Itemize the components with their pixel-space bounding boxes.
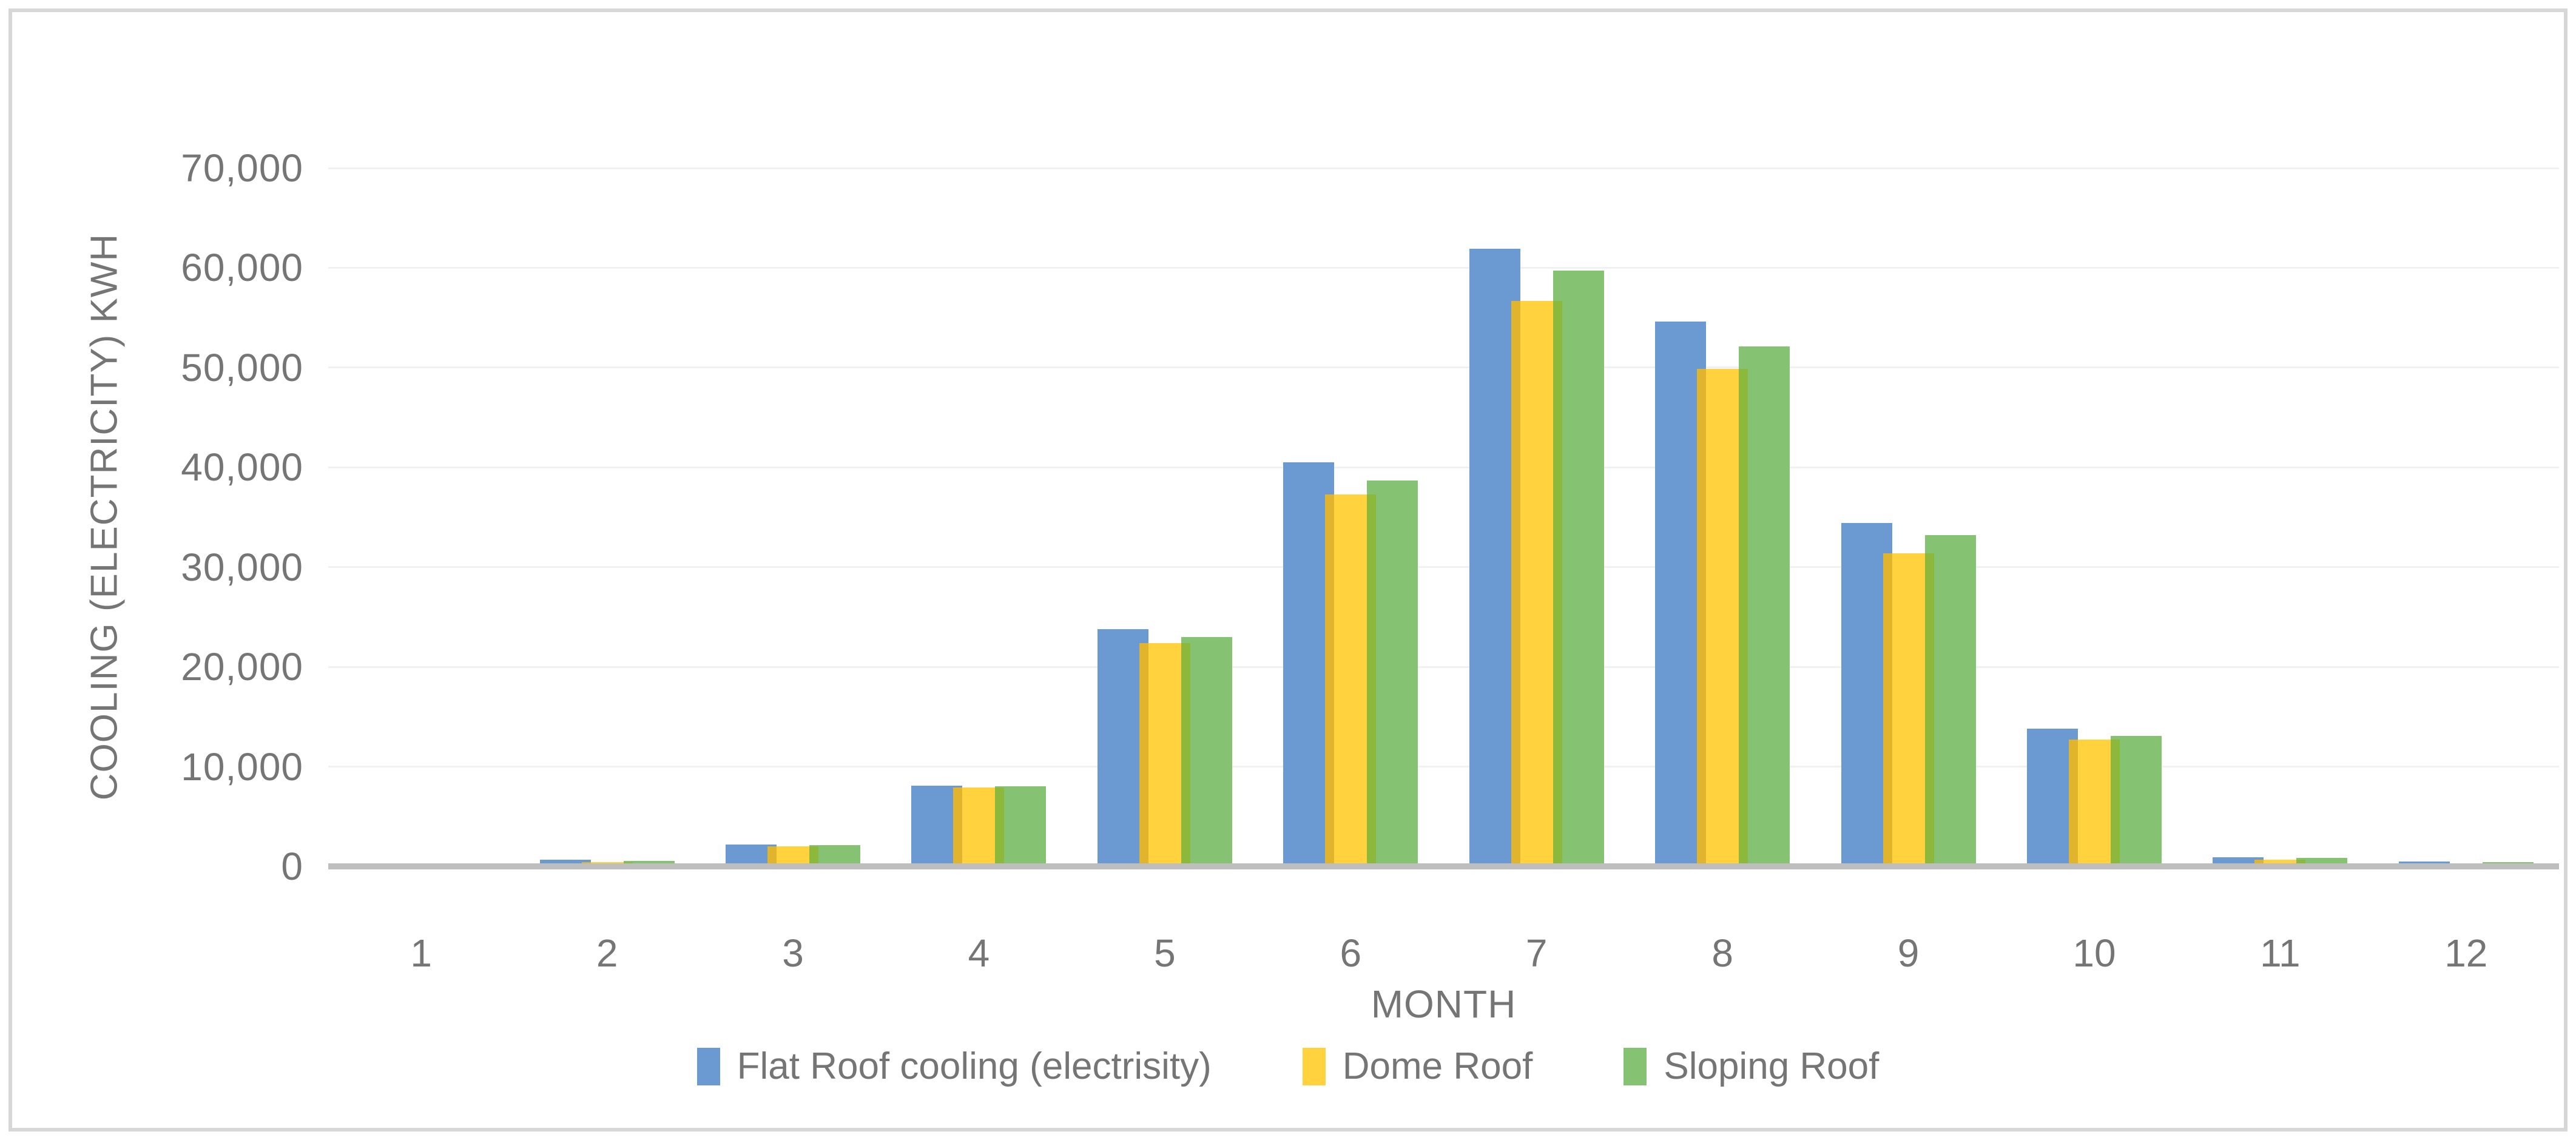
x-axis-line (328, 863, 2559, 869)
bar-overlap-edge (767, 846, 777, 866)
y-tick-label-20000: 20,000 (181, 645, 303, 689)
legend-marker-icon (696, 1047, 720, 1085)
y-tick-label-0: 0 (281, 845, 303, 888)
bar-overlap-edge (2254, 859, 2264, 866)
bar-overlap-edge (1367, 494, 1377, 866)
x-tick-label-month-1: 1 (410, 931, 432, 975)
legend-item-series3: Sloping Roof (1623, 1045, 1879, 1088)
x-tick-label-month-11: 11 (2260, 931, 2301, 975)
bar-overlap-edge (2296, 859, 2306, 866)
bar-overlap-edge (1553, 300, 1562, 866)
legend-item-series1: Flat Roof cooling (electrisity) (696, 1045, 1212, 1088)
y-tick-label-60000: 60,000 (181, 246, 303, 290)
bar-overlap-edge (1181, 643, 1190, 866)
plot-area (328, 167, 2559, 869)
bar-overlap-edge (809, 846, 819, 866)
bar-series3-month-4 (995, 786, 1047, 866)
bar-series1-month-2 (539, 859, 591, 866)
x-tick-label-month-12: 12 (2444, 931, 2488, 975)
legend-label: Dome Roof (1342, 1045, 1533, 1087)
bar-series3-month-3 (809, 845, 861, 866)
gridline-30000 (328, 566, 2559, 568)
legend-marker-icon (1623, 1047, 1647, 1085)
bar-series3-month-7 (1553, 271, 1604, 866)
bar-overlap-edge (1924, 553, 1934, 866)
bar-overlap-edge (1883, 553, 1892, 866)
bar-series3-month-6 (1367, 480, 1418, 866)
y-tick-label-10000: 10,000 (181, 744, 303, 789)
x-tick-label-month-9: 9 (1897, 931, 1920, 975)
gridline-70000 (328, 167, 2559, 169)
x-tick-label-month-7: 7 (1525, 931, 1548, 975)
x-tick-label-month-5: 5 (1154, 931, 1176, 975)
y-tick-label-50000: 50,000 (181, 345, 303, 390)
bar-overlap-edge (1511, 300, 1520, 866)
gridline-50000 (328, 366, 2559, 369)
x-tick-label-month-4: 4 (968, 931, 990, 975)
bar-overlap-edge (995, 788, 1005, 866)
x-tick-label-month-10: 10 (2072, 931, 2116, 975)
legend: Flat Roof cooling (electrisity) Dome Roof… (0, 1045, 2576, 1088)
bar-overlap-edge (953, 788, 963, 866)
y-tick-label-40000: 40,000 (181, 445, 303, 490)
bar-overlap-edge (1739, 368, 1748, 866)
y-tick-label-70000: 70,000 (181, 146, 303, 190)
bar-series2-month-11 (2254, 859, 2306, 866)
bar-overlap-edge (1697, 368, 1707, 866)
bar-overlap-edge (1325, 494, 1335, 866)
legend-marker-icon (1302, 1047, 1326, 1085)
x-axis-title: MONTH (1371, 982, 1517, 1026)
bar-series3-month-9 (1924, 535, 1976, 866)
x-tick-label-month-8: 8 (1711, 931, 1733, 975)
bar-series3-month-10 (2110, 735, 2162, 866)
legend-item-series2: Dome Roof (1302, 1045, 1533, 1088)
gridline-60000 (328, 266, 2559, 269)
bar-series3-month-8 (1739, 346, 1790, 866)
legend-label: Sloping Roof (1664, 1045, 1880, 1087)
gridline-10000 (328, 766, 2559, 768)
bar-overlap-edge (1139, 643, 1148, 866)
x-tick-label-month-6: 6 (1340, 931, 1362, 975)
bar-overlap-edge (2110, 740, 2120, 866)
y-axis-title: COOLING (ELECTRICITY) KWH (83, 233, 126, 801)
y-tick-label-30000: 30,000 (181, 545, 303, 589)
gridline-20000 (328, 666, 2559, 668)
bar-overlap-edge (2068, 740, 2078, 866)
bar-series3-month-5 (1181, 636, 1232, 866)
x-tick-label-month-2: 2 (596, 931, 618, 975)
legend-label: Flat Roof cooling (electrisity) (737, 1045, 1212, 1087)
gridline-40000 (328, 466, 2559, 468)
x-tick-label-month-3: 3 (782, 931, 804, 975)
